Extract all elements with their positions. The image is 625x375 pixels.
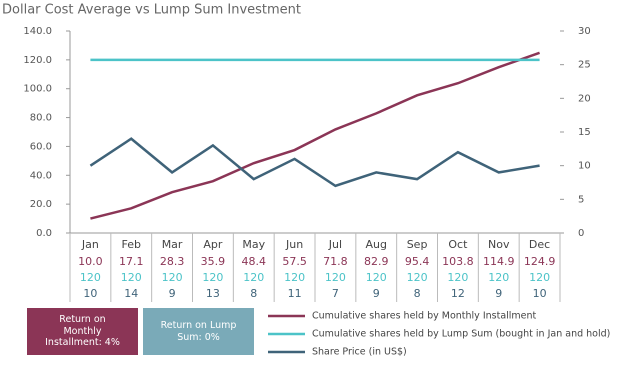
y-tick-label: 140.0 [23,26,52,37]
table-value: 120 [407,271,428,284]
table-value: 120 [162,271,183,284]
table-value: 13 [206,287,220,300]
table-value: 120 [447,271,468,284]
x-tick-label: Jul [328,238,342,251]
table-value: 120 [284,271,305,284]
y2-tick-label: 5 [578,194,584,205]
x-tick-label: May [242,238,265,251]
table-value: 120 [80,271,101,284]
table-value: 48.4 [242,255,267,268]
x-tick-label: Jun [285,238,303,251]
series-line [90,51,540,220]
table-value: 120 [366,271,387,284]
y2-tick-label: 25 [578,60,591,71]
legend-label: Share Price (in US$) [312,347,407,358]
table-value: 103.8 [442,255,474,268]
table-value: 124.9 [524,255,556,268]
y-tick-label: 40.0 [30,170,52,181]
table-value: 9 [373,287,380,300]
table-value: 114.9 [483,255,515,268]
y2-tick-label: 15 [578,127,591,138]
x-tick-label: Aug [366,238,387,251]
x-tick-label: Feb [122,238,141,251]
x-tick-label: Jan [81,238,99,251]
table-value: 71.8 [323,255,348,268]
legend-label: Cumulative shares held by Lump Sum (boug… [312,329,610,340]
x-tick-label: Apr [203,238,223,251]
x-tick-label: Sep [407,238,428,251]
y2-tick-label: 30 [578,26,591,37]
table-value: 120 [529,271,550,284]
table-value: 10.0 [78,255,103,268]
table-value: 8 [414,287,421,300]
table-value: 9 [495,287,502,300]
table-value: 17.1 [119,255,144,268]
series-line [89,137,540,188]
table-value: 95.4 [405,255,430,268]
table-value: 28.3 [160,255,185,268]
table-value: 120 [243,271,264,284]
y-tick-label: 80.0 [30,113,52,124]
legend-label: Cumulative shares held by Monthly Instal… [312,311,537,322]
table-value: 9 [169,287,176,300]
table-value: 120 [488,271,509,284]
x-tick-label: Nov [488,238,510,251]
table-value: 120 [202,271,223,284]
table-value: 10 [533,287,547,300]
x-tick-label: Oct [448,238,468,251]
y-tick-label: 0.0 [36,228,52,239]
x-tick-label: Dec [529,238,550,251]
x-tick-label: Mar [162,238,183,251]
y2-tick-label: 20 [578,93,591,104]
table-value: 7 [332,287,339,300]
y-tick-label: 100.0 [23,84,52,95]
annotation-box: Return on Monthly Installment: 4% [27,308,138,355]
y-tick-label: 120.0 [23,55,52,66]
table-value: 8 [250,287,257,300]
table-value: 120 [325,271,346,284]
chart-title: Dollar Cost Average vs Lump Sum Investme… [2,3,301,18]
table-value: 35.9 [201,255,226,268]
table-value: 10 [83,287,97,300]
table-value: 120 [121,271,142,284]
y2-tick-label: 0 [578,228,584,239]
table-value: 57.5 [282,255,307,268]
table-value: 11 [288,287,302,300]
table-value: 82.9 [364,255,389,268]
table-value: 14 [124,287,138,300]
y-tick-label: 20.0 [30,199,52,210]
table-value: 12 [451,287,465,300]
annotation-box: Return on Lump Sum: 0% [143,308,254,355]
y2-tick-label: 10 [578,161,591,172]
y-tick-label: 60.0 [30,141,52,152]
